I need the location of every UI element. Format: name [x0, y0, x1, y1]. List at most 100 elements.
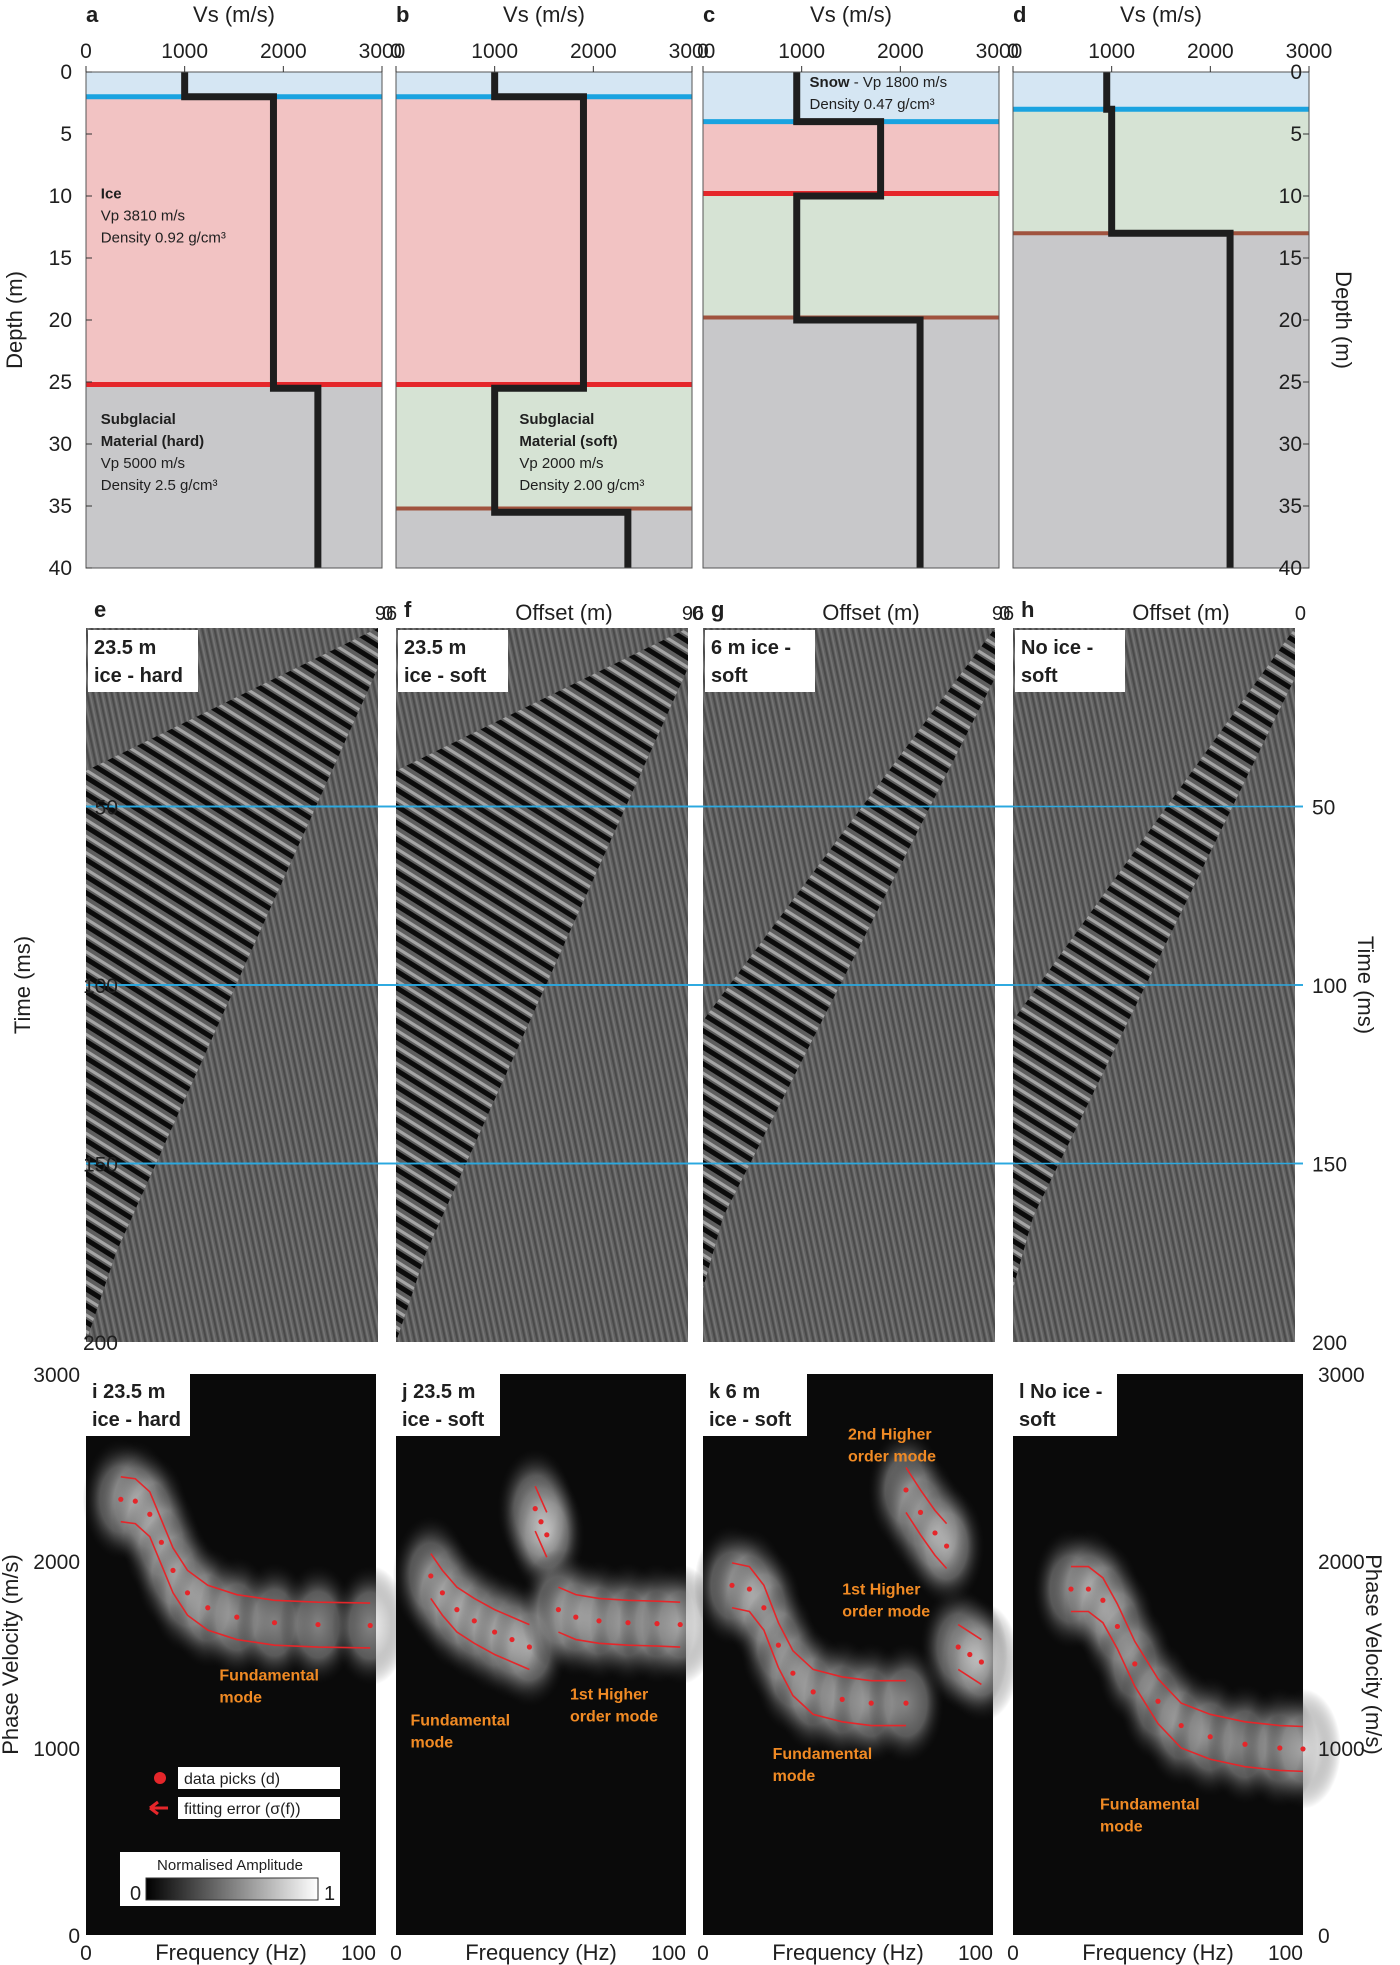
layer-ice [86, 96, 382, 385]
data-pick [428, 1573, 434, 1579]
layer-soft [1013, 109, 1309, 234]
panel-label: ice - hard [94, 665, 183, 687]
layer-bedrock [396, 508, 692, 568]
panel-letter: g [711, 597, 724, 622]
layer-annotation: Density 0.47 g/cm³ [810, 96, 935, 113]
error-bound-lower [731, 1606, 906, 1727]
x-tick-label: 1000 [161, 40, 208, 63]
x-tick-label: 100 [958, 1942, 993, 1965]
x-tick-label: 0 [1295, 603, 1306, 625]
error-bound-lower [1071, 1610, 1304, 1773]
data-pick [955, 1644, 961, 1650]
mode-annotation: 1st Higher [570, 1686, 648, 1703]
error-bound-upper [558, 1586, 681, 1603]
y-tick-label-left: 150 [83, 1154, 118, 1177]
panel-label: ice - soft [404, 665, 487, 687]
data-pick [315, 1621, 321, 1628]
y-tick-label-left: 0 [68, 1925, 80, 1948]
y-tick-label-left: 100 [83, 975, 118, 998]
x-axis-title: Frequency (Hz) [772, 1940, 924, 1965]
error-bound-lower [558, 1631, 681, 1648]
data-pick [158, 1539, 164, 1545]
error-bound-upper [905, 1467, 948, 1525]
x-tick-label: 3000 [359, 40, 406, 63]
x-tick-label: 3000 [669, 40, 716, 63]
data-pick [184, 1590, 191, 1596]
y-axis-title-right: Phase Velocity (m/s) [1361, 1554, 1386, 1755]
data-pick [170, 1567, 176, 1573]
y-tick-label-left: 3000 [33, 1364, 80, 1387]
x-tick-label: 2000 [570, 40, 617, 63]
panel-label: ice - soft [709, 1409, 792, 1431]
y-tick-label-left: 25 [49, 371, 72, 394]
panel-label-box [703, 1374, 807, 1436]
mode-annotation: mode [773, 1768, 816, 1785]
data-pick [471, 1618, 477, 1624]
data-pick [271, 1620, 278, 1626]
panel-letter: b [396, 2, 409, 27]
error-bound-upper [120, 1476, 371, 1604]
annotation-run: - Vp 1800 m/s [850, 74, 948, 91]
x-tick-label: 0 [999, 603, 1010, 625]
y-tick-label-right: 15 [1279, 247, 1302, 270]
panel-label: 23.5 m [404, 637, 466, 659]
panel-label-box [1013, 1374, 1117, 1436]
layer-annotation: Snow - Vp 1800 m/s [810, 74, 948, 91]
data-pick [761, 1605, 767, 1611]
velocity-panel-d: d Vs (m/s) 0 1000 2000 3000 [1007, 2, 1333, 569]
mode-annotation: order mode [848, 1448, 936, 1465]
y-tick-label-left: 1000 [33, 1738, 80, 1761]
y-tick-label-right: 2000 [1318, 1551, 1365, 1574]
layer-soft [703, 193, 999, 318]
x-axis-title: Offset (m) [515, 600, 612, 625]
legend-error-marker [149, 1800, 168, 1816]
layer-annotation: Density 0.92 g/cm³ [101, 229, 226, 246]
data-pick [526, 1644, 533, 1650]
panel-label: k 6 m [709, 1381, 760, 1403]
panel-label-box [705, 630, 815, 692]
panel-label: ice - hard [92, 1409, 181, 1431]
y-tick-label-right: 3000 [1318, 1364, 1365, 1387]
panel-label: soft [1019, 1409, 1056, 1431]
error-bound-lower [905, 1511, 948, 1570]
data-pick [1085, 1586, 1091, 1592]
x-tick-label: 1000 [778, 40, 825, 63]
x-tick-label: 0 [80, 1942, 92, 1965]
y-tick-label-right: 150 [1312, 1154, 1347, 1177]
vs-profile-line [491, 72, 632, 568]
legend-pick-label: data picks (d) [184, 1771, 280, 1788]
data-pick [967, 1651, 973, 1658]
y-tick-label-left: 5 [60, 123, 72, 146]
dispersion-legend: data picks (d) fitting error (σ(f)) Normal… [120, 1767, 340, 1906]
data-pick [573, 1614, 579, 1620]
x-tick-label: 0 [697, 1942, 709, 1965]
panel-label: 23.5 m [94, 637, 156, 659]
panel-letter: h [1021, 597, 1034, 622]
x-tick-label: 2000 [1187, 40, 1234, 63]
velocity-panel-a: a Vs (m/s) 0 1000 2000 3000 Ice Vp 3810 m/s Dens… [80, 2, 406, 569]
plot-frame [702, 71, 1000, 569]
y-tick-label-left: 50 [95, 797, 118, 820]
panel-label: l No ice - [1019, 1381, 1102, 1403]
panel-label: 6 m ice - [711, 637, 791, 659]
x-tick-label: 0 [1007, 1942, 1019, 1965]
x-axis-title: Vs (m/s) [1120, 2, 1202, 27]
data-pick [790, 1670, 796, 1676]
data-pick [1132, 1661, 1138, 1667]
panel-label-box [1015, 630, 1125, 692]
data-pick [746, 1586, 753, 1592]
legend-pick-box [178, 1767, 340, 1789]
data-pick [944, 1543, 950, 1549]
velocity-panel-b: b Vs (m/s) 0 1000 2000 3000 Subglacial Material… [390, 2, 716, 569]
layer-bedrock [1013, 233, 1309, 568]
panel-letter: a [86, 2, 99, 27]
x-tick-label: 2000 [877, 40, 924, 63]
layer-annotation: Subglacial [101, 411, 176, 428]
x-axis-title: Offset (m) [1132, 600, 1229, 625]
x-tick-label: 3000 [1286, 40, 1333, 63]
y-tick-label-right: 5 [1290, 123, 1302, 146]
x-axis-title: Vs (m/s) [503, 2, 585, 27]
